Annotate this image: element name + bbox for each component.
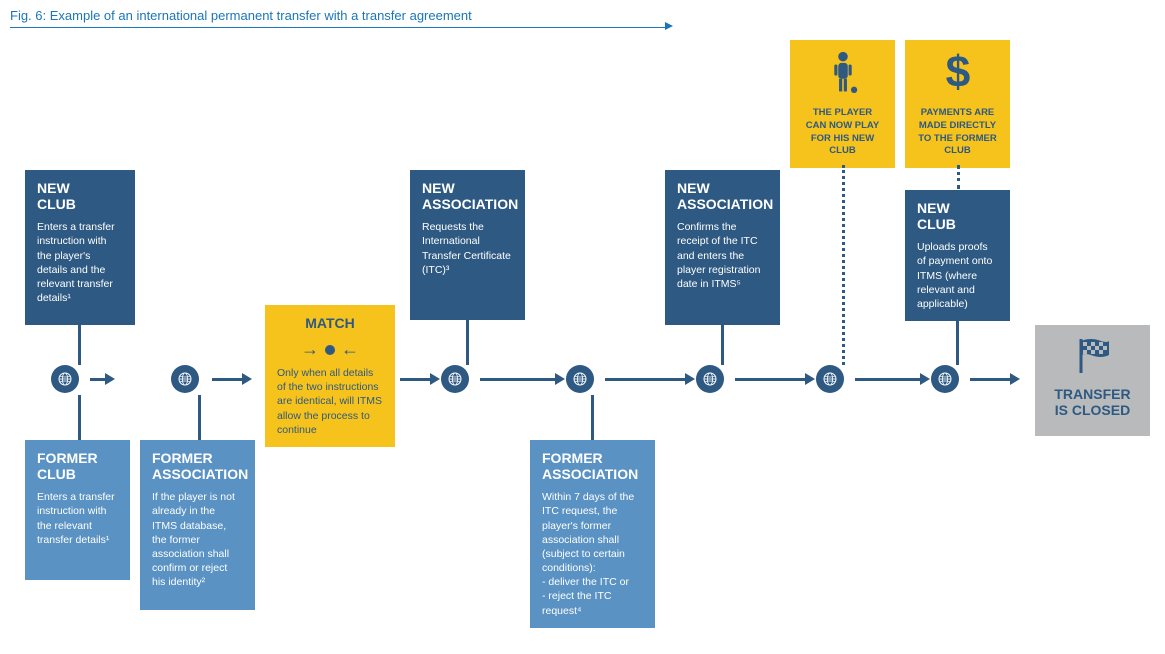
box-body: PAYMENTS ARE MADE DIRECTLY TO THE FORMER… bbox=[917, 107, 998, 158]
box-body: Within 7 days of the ITC request, the pl… bbox=[542, 490, 643, 618]
box-heading: TRANSFER IS CLOSED bbox=[1047, 386, 1138, 418]
box-transfer-closed: TRANSFER IS CLOSED bbox=[1035, 325, 1150, 436]
process-node-icon bbox=[51, 365, 79, 393]
box-body: Uploads proofs of payment onto ITMS (whe… bbox=[917, 240, 998, 311]
connector-line bbox=[78, 395, 81, 440]
connector-line bbox=[956, 320, 959, 365]
connector-dotted bbox=[842, 165, 845, 365]
box-match: MATCH →← Only when all details of the tw… bbox=[265, 305, 395, 447]
box-heading: NEWASSOCIATION bbox=[677, 180, 768, 212]
connector-line bbox=[78, 325, 81, 365]
flow-arrow bbox=[212, 373, 252, 385]
process-node-icon bbox=[171, 365, 199, 393]
box-body: Requests the International Transfer Cert… bbox=[422, 220, 513, 277]
box-heading: FORMERCLUB bbox=[37, 450, 118, 482]
dollar-icon: $ bbox=[917, 50, 998, 103]
box-former-club: FORMERCLUB Enters a transfer instruction… bbox=[25, 440, 130, 580]
box-heading: MATCH bbox=[277, 315, 383, 331]
flow-arrow bbox=[735, 373, 815, 385]
box-body: Enters a transfer instruction with the p… bbox=[37, 220, 123, 305]
box-body: If the player is not already in the ITMS… bbox=[152, 490, 243, 589]
flow-arrow bbox=[90, 373, 115, 385]
box-heading: NEWASSOCIATION bbox=[422, 180, 513, 212]
box-body: Enters a transfer instruction with the r… bbox=[37, 490, 118, 547]
box-player-can-play: THE PLAYER CAN NOW PLAY FOR HIS NEW CLUB bbox=[790, 40, 895, 168]
connector-line bbox=[721, 325, 724, 365]
box-former-association-2: FORMERASSOCIATION Within 7 days of the I… bbox=[530, 440, 655, 628]
box-new-association-2: NEWASSOCIATION Confirms the receipt of t… bbox=[665, 170, 780, 325]
svg-text:$: $ bbox=[945, 50, 970, 97]
process-node-icon bbox=[816, 365, 844, 393]
flow-arrow bbox=[605, 373, 695, 385]
box-body: Confirms the receipt of the ITC and ente… bbox=[677, 220, 768, 291]
box-new-club-1: NEWCLUB Enters a transfer instruction wi… bbox=[25, 170, 135, 325]
connector-line bbox=[466, 320, 469, 365]
box-new-association-1: NEWASSOCIATION Requests the Internationa… bbox=[410, 170, 525, 320]
match-arrows-icon: →← bbox=[277, 339, 383, 360]
flow-arrow bbox=[855, 373, 930, 385]
process-node-icon bbox=[441, 365, 469, 393]
box-former-association-1: FORMERASSOCIATION If the player is not a… bbox=[140, 440, 255, 610]
flow-arrow bbox=[400, 373, 440, 385]
flag-icon bbox=[1047, 335, 1138, 380]
box-heading: NEWCLUB bbox=[37, 180, 123, 212]
player-icon bbox=[802, 50, 883, 103]
title-rule-arrow bbox=[665, 22, 673, 30]
figure-title: Fig. 6: Example of an international perm… bbox=[0, 0, 1165, 27]
connector-line bbox=[198, 395, 201, 440]
box-heading: NEWCLUB bbox=[917, 200, 998, 232]
box-new-club-2: NEWCLUB Uploads proofs of payment onto I… bbox=[905, 190, 1010, 321]
connector-line bbox=[591, 395, 594, 440]
process-node-icon bbox=[566, 365, 594, 393]
flow-arrow bbox=[480, 373, 565, 385]
title-rule bbox=[10, 27, 665, 28]
connector-dotted bbox=[957, 165, 960, 189]
process-node-icon bbox=[931, 365, 959, 393]
flow-arrow bbox=[970, 373, 1020, 385]
box-heading: FORMERASSOCIATION bbox=[152, 450, 243, 482]
process-node-icon bbox=[696, 365, 724, 393]
box-body: Only when all details of the two instruc… bbox=[277, 366, 383, 437]
box-payments: $ PAYMENTS ARE MADE DIRECTLY TO THE FORM… bbox=[905, 40, 1010, 168]
box-body: THE PLAYER CAN NOW PLAY FOR HIS NEW CLUB bbox=[802, 107, 883, 158]
box-heading: FORMERASSOCIATION bbox=[542, 450, 643, 482]
